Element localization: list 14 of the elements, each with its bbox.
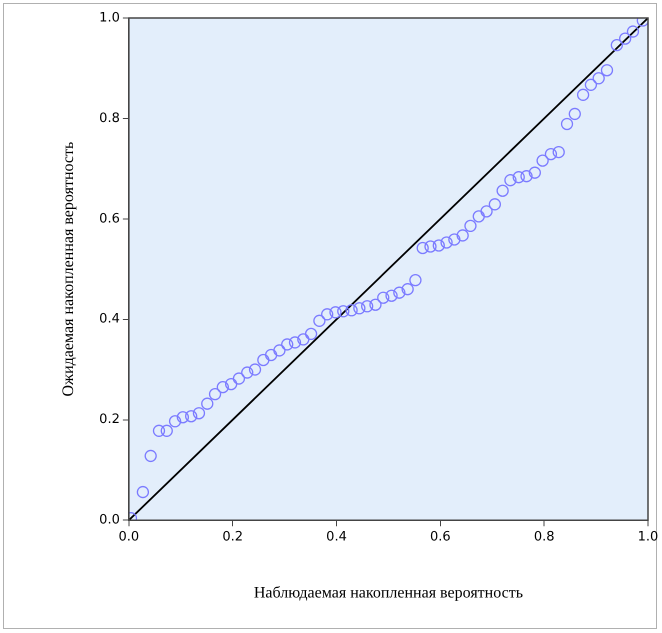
x-tick-label: 0.0 (118, 529, 140, 544)
y-tick-label: 0.8 (99, 110, 120, 126)
y-tick-label: 0.6 (99, 211, 120, 226)
x-tick-label: 0.8 (534, 529, 555, 544)
y-tick-label: 0.2 (99, 412, 120, 428)
y-tick-label: 0.0 (99, 512, 120, 528)
x-tick-label: 0.4 (326, 529, 347, 544)
y-axis-title: Ожидаемая накопленная вероятность (60, 142, 77, 397)
x-tick-label: 0.6 (430, 529, 451, 544)
y-tick-label: 1.0 (99, 10, 120, 26)
y-tick-label: 0.4 (99, 312, 120, 327)
x-tick-label: 1.0 (638, 529, 658, 544)
x-axis-title: Наблюдаемая накопленная вероятность (254, 584, 524, 602)
x-tick-label: 0.2 (222, 529, 244, 544)
